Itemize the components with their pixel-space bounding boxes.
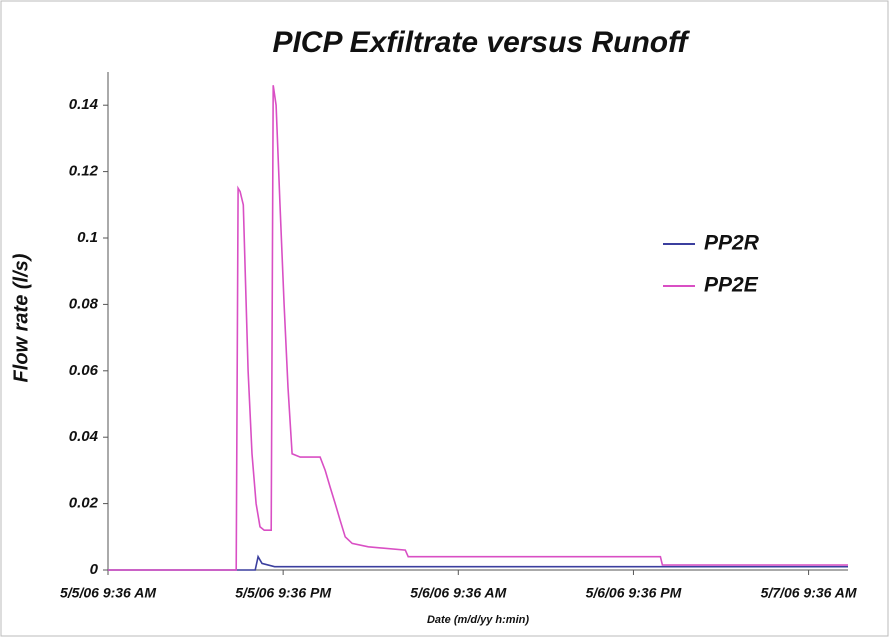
y-tick-label: 0.02 xyxy=(69,495,99,512)
legend-label: PP2E xyxy=(704,274,759,297)
y-tick-label: 0 xyxy=(90,561,99,578)
x-tick-label: 5/5/06 9:36 AM xyxy=(60,585,156,601)
y-tick-label: 0.14 xyxy=(69,96,99,113)
legend-label: PP2R xyxy=(704,232,760,255)
y-tick-label: 0.12 xyxy=(69,163,99,180)
chart-title: PICP Exfiltrate versus Runoff xyxy=(272,26,690,59)
y-tick-label: 0.06 xyxy=(69,362,99,379)
x-tick-label: 5/6/06 9:36 AM xyxy=(410,585,506,601)
y-tick-label: 0.08 xyxy=(69,295,99,312)
x-tick-label: 5/7/06 9:36 AM xyxy=(761,585,857,601)
x-axis-label: Date (m/d/yy h:min) xyxy=(427,614,529,626)
x-tick-label: 5/6/06 9:36 PM xyxy=(586,585,682,601)
y-tick-label: 0.04 xyxy=(69,428,99,445)
y-tick-label: 0.1 xyxy=(77,229,98,246)
x-tick-label: 5/5/06 9:36 PM xyxy=(235,585,331,601)
y-axis-label: Flow rate (l/s) xyxy=(10,253,32,382)
data-line xyxy=(108,85,848,571)
